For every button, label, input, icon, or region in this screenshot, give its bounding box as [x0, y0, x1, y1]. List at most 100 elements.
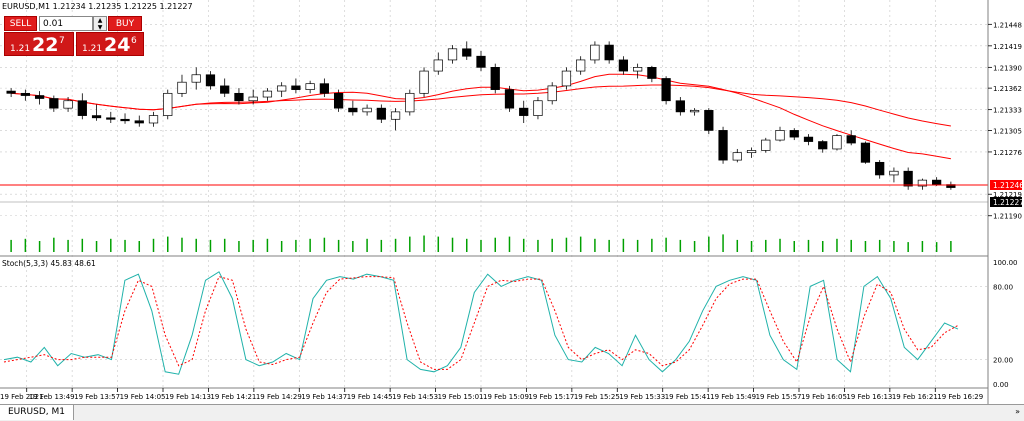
- time-tick-label: 19 Feb 14:05: [120, 393, 166, 401]
- candle-body: [277, 85, 287, 92]
- chart-tab-bar: EURUSD, M1 »: [0, 404, 1024, 421]
- candle-body: [689, 110, 700, 113]
- stochastic-lines: [0, 271, 988, 375]
- time-tick-label: 19 Feb 2021: [0, 393, 44, 401]
- price-tick-label: 1.21219: [993, 191, 1022, 199]
- buy-price-big: 24: [104, 34, 131, 56]
- candle-body: [248, 96, 258, 102]
- candle-body: [519, 107, 529, 116]
- stoch-signal-line: [3, 275, 959, 370]
- time-tick-label: 19 Feb 15:57: [756, 393, 802, 401]
- time-tick-label: 19 Feb 13:49: [29, 393, 75, 401]
- candle-body: [405, 92, 415, 113]
- sell-price-sup: 7: [59, 36, 65, 46]
- time-tick-label: 19 Feb 14:53: [392, 393, 438, 401]
- ask-price-tag: [990, 180, 1022, 190]
- time-tick-label: 19 Feb 15:33: [619, 393, 665, 401]
- candle-body: [390, 111, 401, 120]
- sell-price-box[interactable]: 1.21 22 7: [4, 32, 74, 56]
- price-axis: 1.21448 1.21419 1.21390 1.21362 1.21333 1.213…: [988, 21, 1022, 221]
- buy-button[interactable]: BUY: [108, 16, 142, 31]
- time-tick-label: 19 Feb 16:21: [892, 393, 938, 401]
- sell-price-prefix: 1.21: [10, 44, 31, 54]
- candle-body: [533, 100, 543, 116]
- time-tick-label: 19 Feb 15:17: [528, 393, 574, 401]
- candle-body: [818, 141, 828, 150]
- candle-body: [803, 136, 814, 142]
- candle-body: [333, 92, 344, 109]
- time-tick-label: 19 Feb 14:45: [347, 393, 393, 401]
- price-tick-label: 1.21276: [993, 149, 1022, 157]
- candle-body: [234, 92, 244, 102]
- bid-price-tag: [990, 197, 1022, 207]
- symbol-title: EURUSD,M1 1.21234 1.21235 1.21225 1.2122…: [2, 2, 193, 11]
- stoch-axis: 100.00 80.00 20.00 0.00: [993, 259, 1018, 389]
- candle-body: [490, 67, 500, 90]
- ohlc-values: 1.21234 1.21235 1.21225 1.21227: [52, 2, 193, 11]
- time-tick-label: 19 Feb 14:37: [301, 393, 347, 401]
- price-tick-label: 1.21333: [993, 107, 1022, 115]
- time-tick-label: 19 Feb 15:25: [574, 393, 620, 401]
- candle-body: [932, 179, 942, 185]
- stoch-tick-label: 80.00: [993, 283, 1013, 291]
- candle-body: [319, 83, 329, 94]
- candle-body: [504, 89, 515, 109]
- candle-body: [63, 100, 73, 109]
- candle-body: [205, 74, 216, 87]
- candle-body: [832, 135, 842, 150]
- candle-body: [220, 85, 230, 94]
- candle-body: [547, 85, 557, 102]
- candle-body: [633, 67, 643, 72]
- tab-eurusd-m1[interactable]: EURUSD, M1: [0, 405, 74, 420]
- tab-scroll-icon[interactable]: »: [1015, 407, 1020, 416]
- candle-body: [447, 48, 458, 61]
- candlesticks: [6, 41, 956, 190]
- price-tick-label: 1.21448: [993, 21, 1022, 29]
- candle-body: [732, 152, 742, 161]
- candle-body: [661, 78, 671, 102]
- candle-body: [120, 118, 130, 122]
- candle-body: [106, 117, 116, 120]
- time-tick-label: 19 Feb 16:05: [801, 393, 847, 401]
- candle-body: [889, 170, 899, 176]
- time-tick-label: 19 Feb 16:29: [937, 393, 983, 401]
- ask-price-label: 1.21246: [993, 181, 1024, 190]
- candle-body: [362, 107, 372, 113]
- candle-body: [262, 90, 273, 98]
- candle-body: [576, 59, 586, 72]
- stoch-tick-label: 20.00: [993, 357, 1013, 365]
- candle-body: [77, 100, 87, 116]
- candle-body: [704, 110, 714, 131]
- time-tick-label: 19 Feb 14:21: [210, 393, 256, 401]
- time-tick-label: 19 Feb 14:29: [256, 393, 302, 401]
- price-tick-label: 1.21390: [993, 64, 1022, 72]
- candle-body: [49, 98, 59, 109]
- candle-body: [419, 70, 429, 94]
- candle-body: [846, 135, 856, 144]
- time-tick-label: 19 Feb 15:01: [438, 393, 484, 401]
- sell-button[interactable]: SELL: [4, 16, 37, 31]
- price-tick-label: 1.21305: [993, 127, 1022, 135]
- candle-body: [647, 67, 657, 79]
- candle-body: [917, 179, 928, 187]
- candle-body: [433, 59, 443, 72]
- lot-spinner[interactable]: ▲ ▼: [93, 16, 107, 31]
- candle-body: [860, 142, 871, 163]
- time-tick-label: 19 Feb 13:57: [74, 393, 120, 401]
- symbol-name: EURUSD,M1: [2, 2, 51, 11]
- indicator-label: Stoch(5,3,3) 45.83 48.61: [2, 259, 96, 268]
- candle-body: [604, 44, 614, 61]
- candle-body: [675, 100, 685, 113]
- candle-body: [191, 74, 201, 83]
- candle-body: [34, 95, 45, 99]
- time-tick-label: 19 Feb 15:41: [665, 393, 711, 401]
- candle-body: [462, 48, 472, 57]
- candle-body: [561, 70, 572, 87]
- buy-price-box[interactable]: 1.21 24 6: [76, 32, 144, 56]
- lot-size-input[interactable]: [39, 16, 93, 31]
- candle-body: [6, 90, 16, 94]
- candle-body: [618, 59, 629, 72]
- sell-price-big: 22: [32, 34, 59, 56]
